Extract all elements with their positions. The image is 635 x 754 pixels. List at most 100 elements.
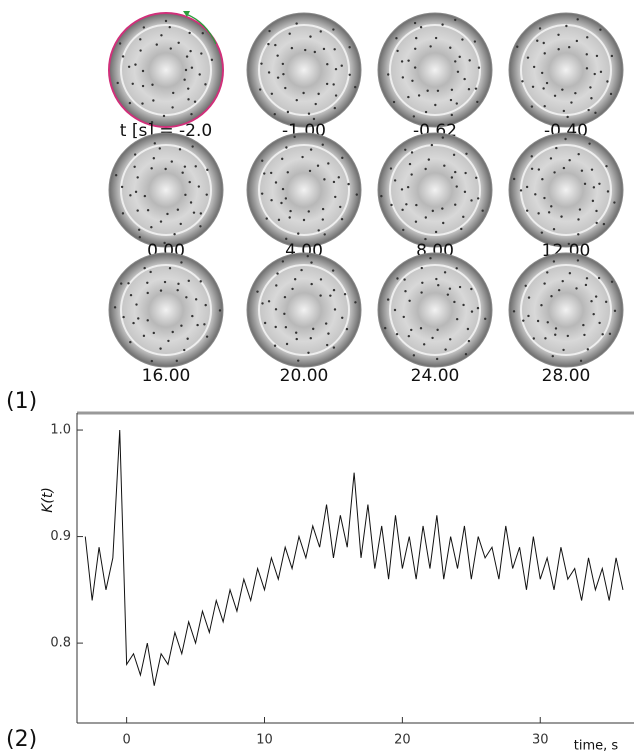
frame-speck [443,271,447,274]
frame-speck [134,190,138,194]
frame-speck [577,233,580,236]
frame-speck [414,220,418,223]
frame-speck [310,261,313,264]
frame-speck [429,256,432,260]
frame-speck [446,293,450,296]
frame-speck [129,293,133,297]
frame-speck [347,182,350,186]
frame-speck [334,195,337,199]
frame-speck [568,272,572,275]
frame-speck [269,171,273,175]
frame-speck [590,168,594,171]
frame-speck [412,354,416,357]
frame-speck [545,81,549,85]
frame-speck [402,315,405,319]
frame-speck [261,302,264,305]
frame-speck [532,337,535,340]
frame-disc [377,252,493,368]
frame-speck [393,179,397,182]
frame-speck [283,295,287,299]
frame-speck [307,210,310,213]
frame-speck [185,296,188,299]
frame-speck [190,66,194,69]
frame-speck [449,338,452,341]
frame-speck [540,304,543,307]
frame-speck [542,87,545,90]
frame-speck [179,222,182,226]
frame-speck [537,212,540,215]
frame-speck [277,218,281,222]
frame-speck [407,334,411,338]
frame-speck [281,187,285,191]
frame-speck [193,100,197,103]
frame-speck [455,267,458,270]
frame-speck [436,328,439,332]
frame-speck [121,212,125,215]
frame-speck [122,315,125,319]
frame-speck [557,33,560,36]
frame-speck [448,287,452,290]
frame-speck [164,19,168,23]
frame-speck [395,332,399,336]
frame-speck [549,157,553,160]
frame-speck [606,80,609,83]
frame-speck [512,310,516,313]
frame-speck [424,237,427,241]
frame-speck [333,308,337,311]
frame-speck [137,317,140,320]
frame-speck [407,95,410,99]
frame-speck [172,91,175,95]
frame-speck [138,236,142,239]
frame-speck [553,94,557,97]
frame-speck [598,321,601,325]
x-tick-label: 30 [532,733,549,748]
frame-speck [319,278,323,281]
frame-speck [586,348,590,351]
frame-speck [597,276,601,280]
frame-speck [184,68,188,72]
frame-speck [599,28,602,31]
frame-speck [610,54,614,58]
frame-speck [168,266,172,270]
frame-speck [408,162,412,166]
frame-speck [404,148,407,152]
frame-speck [589,86,592,89]
data-line [84,430,624,686]
frame-speck [419,327,423,330]
frame-speck [113,306,117,309]
frame-speck [263,321,267,325]
frame-speck [552,228,556,231]
frame-speck [613,309,617,313]
frame-ring [120,144,212,236]
frame-speck [354,85,357,89]
frame-speck [180,324,183,327]
frame-speck [332,180,336,184]
frame-speck [163,280,167,284]
frame-speck [274,325,277,329]
panel-label: (2) [6,727,37,752]
frame-speck [407,59,410,62]
frame-speck [389,167,393,170]
frame-speck [274,308,278,311]
frame-speck [599,70,603,74]
frame-speck [152,331,155,335]
frame-speck [120,185,124,189]
frame-speck [458,285,462,289]
frame-speck [562,348,565,352]
frame-speck [171,330,174,334]
frame-speck [605,164,608,168]
frames: t [s] = -2.0 -1.00 -0.62 -0.400.00 4.00 8.00 1… [108,11,624,386]
frame-speck [604,300,608,304]
frame-speck [134,63,137,66]
frame-speck [191,145,194,148]
frame-speck [466,327,470,331]
frame-speck [309,148,313,151]
frame-speck [550,205,553,208]
frame-speck [393,308,397,312]
frame-speck [579,359,583,363]
frame-speck [592,312,595,316]
frame-speck [121,55,125,58]
frame-speck [146,281,149,285]
frame-speck [337,176,340,179]
frame-speck [455,317,459,321]
